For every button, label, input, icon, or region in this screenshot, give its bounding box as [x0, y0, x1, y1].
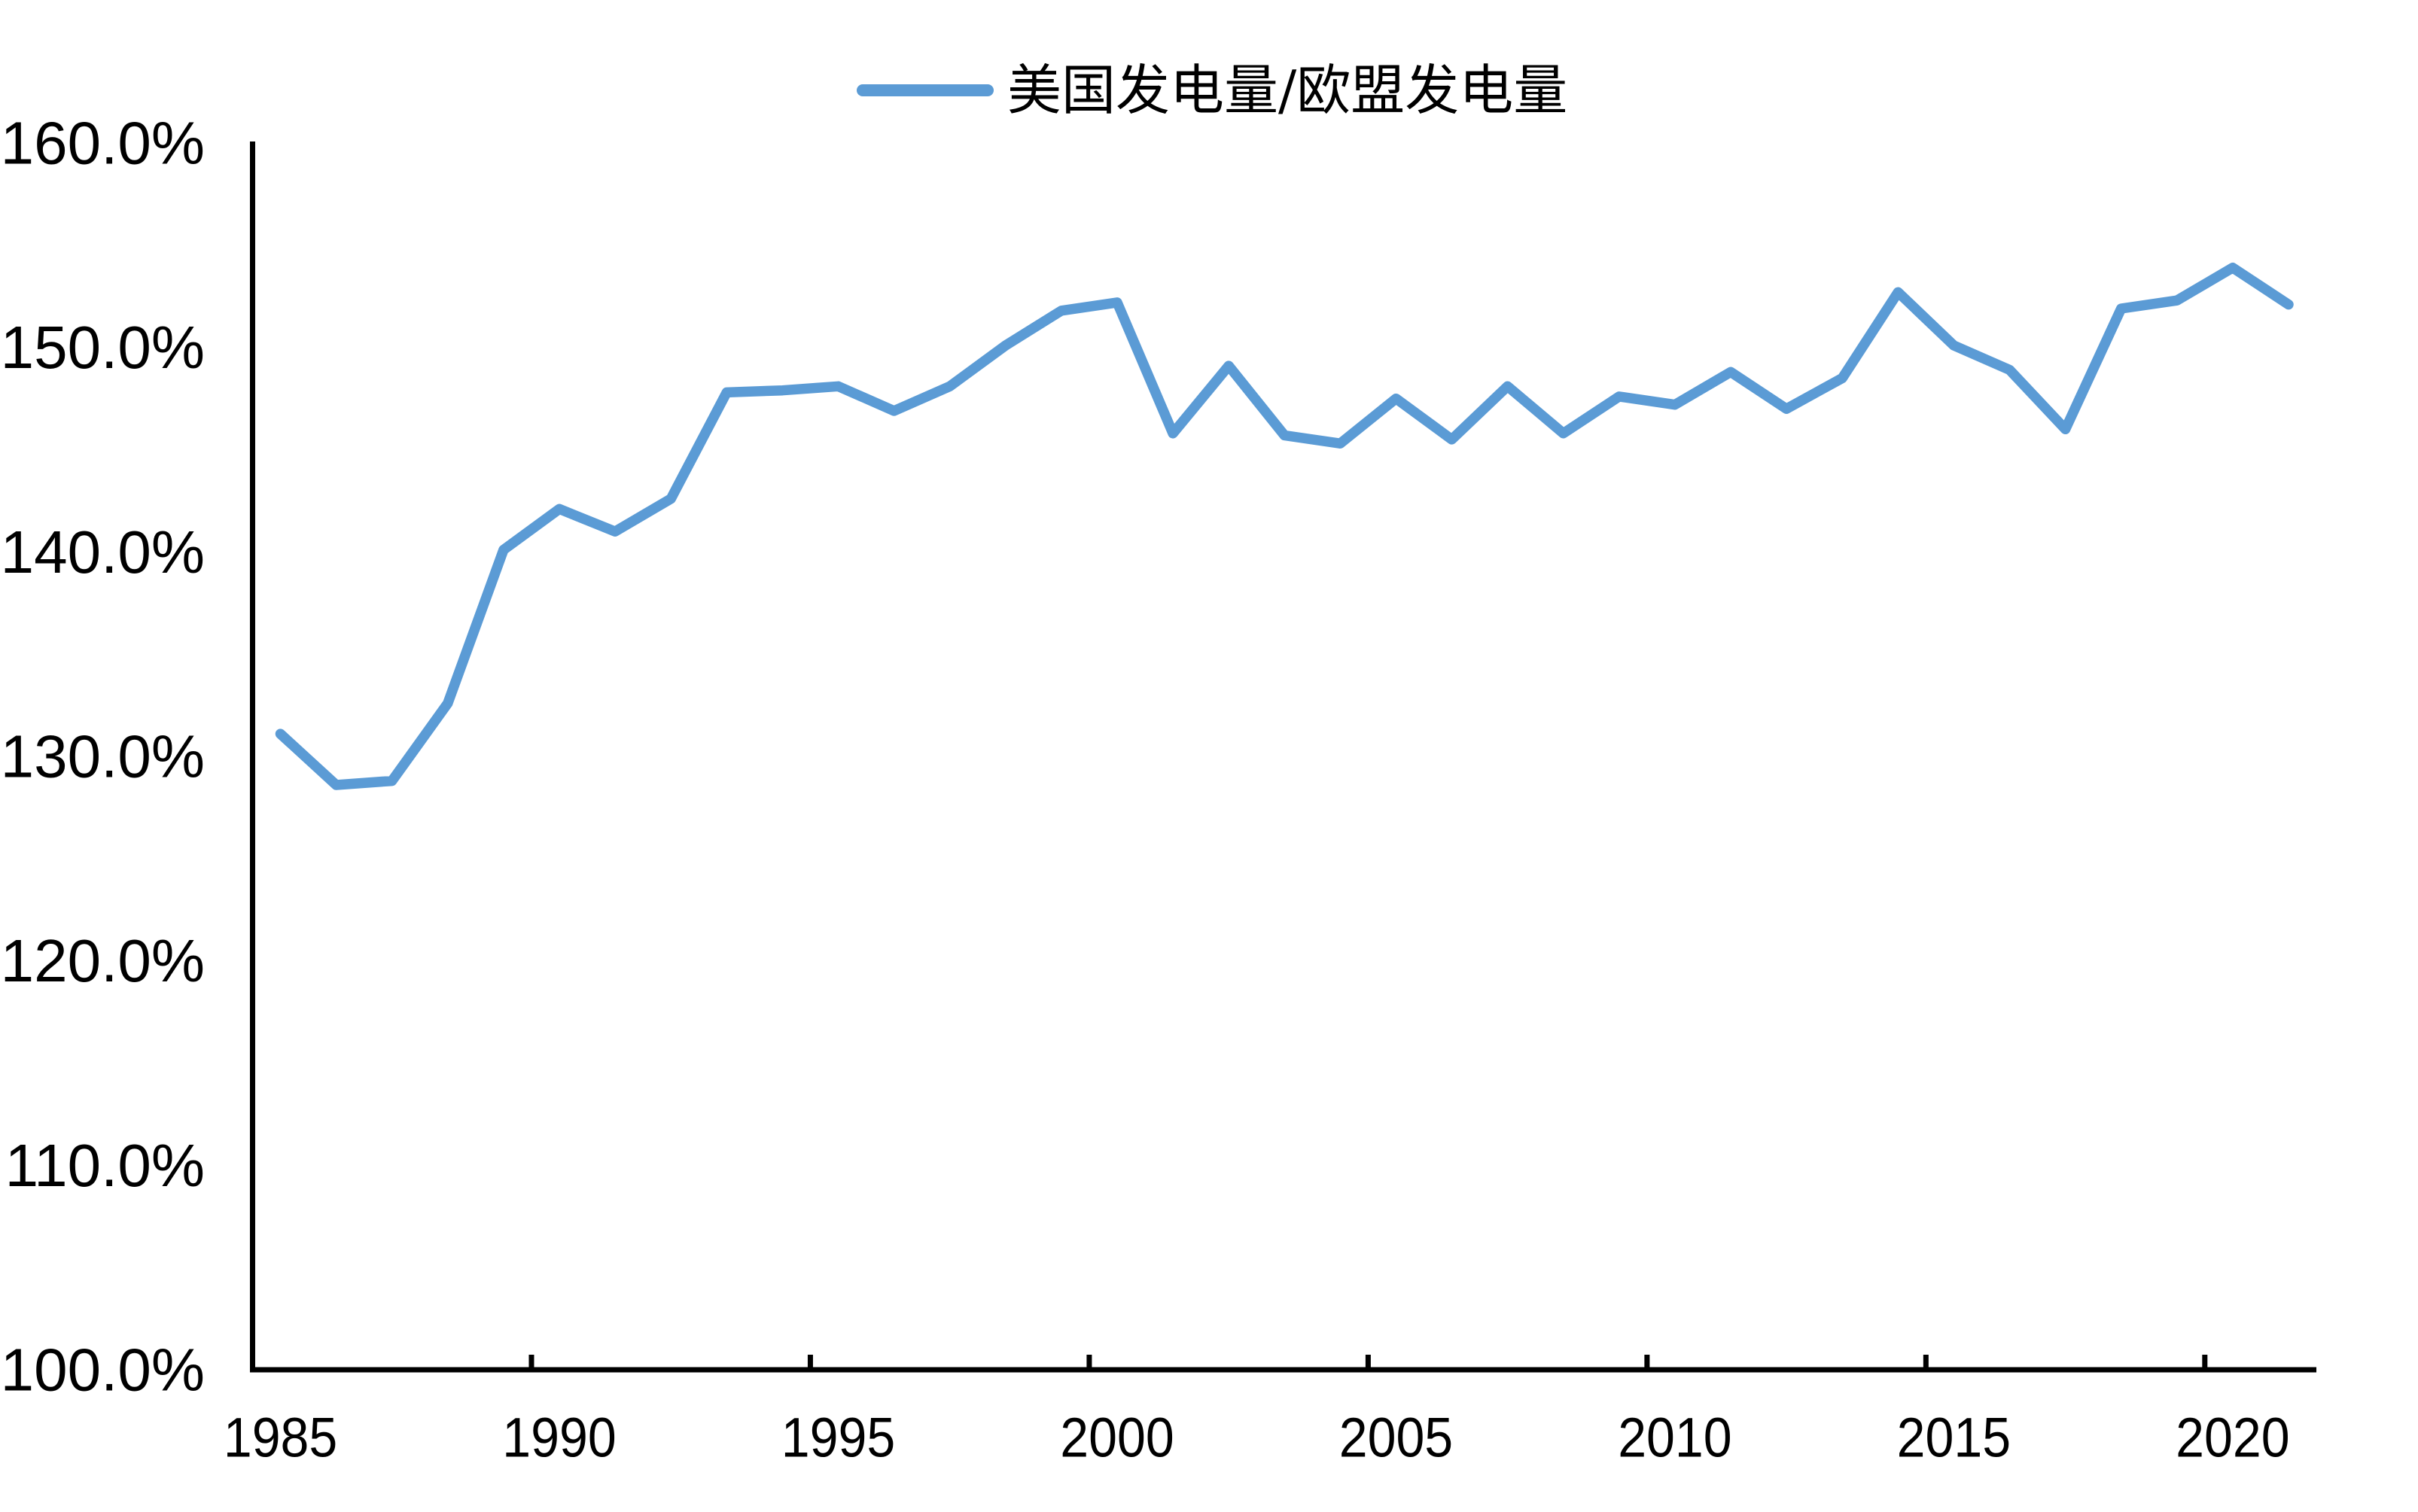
x-tick-label: 1990	[502, 1407, 616, 1469]
y-tick-label: 150.0%	[1, 314, 205, 381]
legend-line-marker	[857, 84, 994, 96]
x-tick-label-group: 2005	[1339, 1407, 1453, 1469]
y-tick-label: 100.0%	[1, 1337, 205, 1404]
y-tick-label: 120.0%	[1, 927, 205, 994]
x-tick-label: 2000	[1060, 1407, 1174, 1469]
x-tick-label-group: 1990	[502, 1407, 616, 1469]
x-tick-label: 2005	[1339, 1407, 1453, 1469]
x-tick-label: 1995	[781, 1407, 895, 1469]
x-tick-label-group: 1985	[224, 1407, 337, 1469]
x-tick-label: 2015	[1897, 1407, 2011, 1469]
series-line	[275, 262, 2294, 790]
x-tick-label-group: 2020	[2176, 1407, 2289, 1469]
x-tick-label-group: 2000	[1060, 1407, 1174, 1469]
x-tick-label: 2010	[1618, 1407, 1731, 1469]
y-tick-label: 130.0%	[1, 723, 205, 790]
x-tick-label-group: 1995	[781, 1407, 895, 1469]
y-tick-label: 140.0%	[1, 519, 205, 586]
x-tick-label: 1985	[224, 1407, 337, 1469]
legend: 美国发电量/欧盟发电量	[857, 62, 1567, 119]
x-tick-label-group: 2010	[1618, 1407, 1731, 1469]
y-tick-label: 110.0%	[5, 1132, 205, 1199]
legend-label: 美国发电量/欧盟发电量	[1007, 59, 1568, 122]
x-tick-label-group: 2015	[1897, 1407, 2011, 1469]
y-tick-label: 160.0%	[1, 110, 205, 177]
x-tick-label: 2020	[2176, 1407, 2289, 1469]
